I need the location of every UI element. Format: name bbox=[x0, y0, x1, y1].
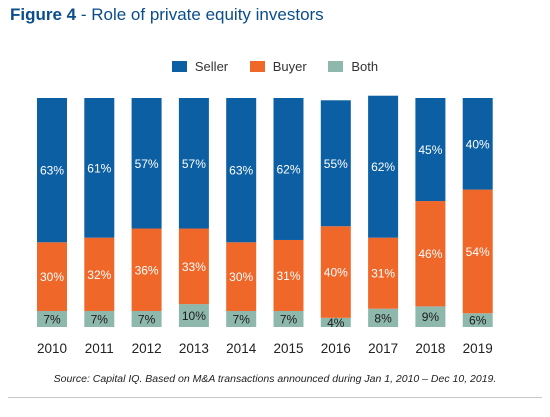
legend: Seller Buyer Both bbox=[0, 58, 550, 74]
stacked-bar-chart: 7% 30% 63% 2010 7% 32% 61% 2011 7% 36% 57% 2012 10% 3… bbox=[37, 95, 493, 356]
legend-swatch-seller bbox=[171, 61, 187, 73]
bar-both-2011 bbox=[84, 310, 115, 327]
bar-both-2010 bbox=[37, 310, 67, 327]
bar-seller-2019 bbox=[462, 98, 493, 190]
legend-label-buyer: Buyer bbox=[272, 59, 307, 75]
legend-item-buyer: Buyer bbox=[249, 59, 307, 75]
legend-item-both: Both bbox=[328, 59, 378, 74]
title-separator: - bbox=[76, 5, 92, 24]
bottom-divider bbox=[8, 397, 542, 398]
data-label-both-2017: 8% bbox=[374, 311, 392, 325]
data-label-both-2014: 7% bbox=[233, 312, 251, 326]
data-label-seller-2017: 62% bbox=[371, 160, 395, 174]
bar-buyer-2015 bbox=[273, 239, 304, 311]
bar-buyer-2016 bbox=[320, 226, 351, 318]
bar-seller-2016 bbox=[320, 100, 351, 227]
legend-swatch-both bbox=[328, 61, 344, 73]
data-label-seller-2018: 45% bbox=[418, 143, 442, 157]
data-label-both-2012: 7% bbox=[138, 312, 156, 326]
x-tick-label-2013: 2013 bbox=[179, 341, 209, 356]
bar-both-2016 bbox=[320, 317, 351, 327]
bar-buyer-2012 bbox=[131, 228, 162, 311]
legend-swatch-buyer bbox=[249, 61, 265, 73]
bar-both-2018 bbox=[415, 306, 446, 327]
bar-buyer-2019 bbox=[462, 189, 493, 314]
bar-both-2017 bbox=[368, 308, 399, 327]
bar-seller-2012 bbox=[131, 98, 162, 229]
bar-seller-2015 bbox=[273, 98, 304, 240]
data-label-both-2010: 7% bbox=[43, 312, 61, 326]
bar-buyer-2018 bbox=[415, 201, 446, 307]
data-label-seller-2014: 63% bbox=[229, 164, 253, 178]
legend-item-seller: Seller bbox=[171, 59, 229, 75]
chart-title: Figure 4 - Role of private equity invest… bbox=[10, 5, 324, 25]
x-tick-label-2015: 2015 bbox=[273, 341, 303, 356]
data-label-both-2013: 10% bbox=[182, 309, 206, 323]
data-label-buyer-2014: 30% bbox=[229, 270, 253, 284]
x-tick-label-2018: 2018 bbox=[415, 341, 445, 356]
data-label-seller-2011: 61% bbox=[87, 161, 111, 175]
data-label-both-2015: 7% bbox=[280, 312, 298, 326]
source-note: Source: Capital IQ. Based on M&A transac… bbox=[53, 373, 497, 385]
bar-buyer-2014 bbox=[226, 242, 257, 311]
bar-both-2019 bbox=[462, 313, 493, 327]
bar-seller-2017 bbox=[368, 95, 399, 238]
bar-seller-2014 bbox=[226, 98, 257, 243]
x-tick-label-2016: 2016 bbox=[321, 341, 351, 356]
data-label-buyer-2012: 36% bbox=[135, 263, 159, 277]
x-tick-label-2011: 2011 bbox=[85, 341, 114, 356]
data-label-both-2018: 9% bbox=[422, 310, 440, 324]
data-label-buyer-2013: 33% bbox=[182, 260, 206, 274]
data-label-both-2019: 6% bbox=[469, 314, 487, 328]
bar-both-2012 bbox=[131, 310, 162, 327]
x-tick-label-2019: 2019 bbox=[463, 341, 493, 356]
x-tick-label-2014: 2014 bbox=[226, 341, 257, 356]
x-tick-label-2010: 2010 bbox=[37, 341, 67, 356]
data-label-buyer-2017: 31% bbox=[371, 267, 395, 281]
bar-both-2015 bbox=[273, 310, 304, 327]
data-label-buyer-2015: 31% bbox=[276, 269, 300, 283]
data-label-seller-2013: 57% bbox=[182, 157, 206, 171]
bar-seller-2018 bbox=[415, 98, 446, 202]
bar-buyer-2011 bbox=[84, 237, 115, 311]
data-label-seller-2016: 55% bbox=[324, 157, 348, 171]
x-tick-label-2017: 2017 bbox=[368, 341, 398, 356]
bar-buyer-2010 bbox=[37, 242, 67, 311]
data-label-buyer-2018: 46% bbox=[418, 247, 442, 261]
data-label-both-2016: 4% bbox=[327, 316, 345, 330]
data-label-buyer-2016: 40% bbox=[324, 266, 348, 280]
bar-seller-2013 bbox=[178, 98, 209, 229]
bar-seller-2010 bbox=[37, 98, 67, 243]
bar-both-2013 bbox=[178, 304, 209, 327]
data-label-buyer-2011: 32% bbox=[87, 268, 111, 282]
data-label-both-2011: 7% bbox=[91, 312, 109, 326]
figure-label: Figure 4 bbox=[10, 5, 77, 24]
data-label-seller-2019: 40% bbox=[466, 137, 490, 151]
data-label-buyer-2010: 30% bbox=[40, 270, 64, 284]
data-label-seller-2012: 57% bbox=[135, 157, 159, 171]
data-label-seller-2015: 62% bbox=[276, 162, 300, 176]
bar-buyer-2013 bbox=[178, 228, 209, 305]
legend-label-both: Both bbox=[351, 59, 379, 75]
data-label-buyer-2019: 54% bbox=[466, 245, 490, 259]
legend-label-seller: Seller bbox=[194, 59, 229, 75]
bar-buyer-2017 bbox=[368, 237, 399, 309]
x-tick-label-2012: 2012 bbox=[132, 341, 162, 356]
data-label-seller-2010: 63% bbox=[40, 164, 64, 178]
bar-both-2014 bbox=[226, 310, 257, 327]
figure-title: Role of private equity investors bbox=[91, 5, 324, 24]
bar-seller-2011 bbox=[84, 98, 115, 238]
